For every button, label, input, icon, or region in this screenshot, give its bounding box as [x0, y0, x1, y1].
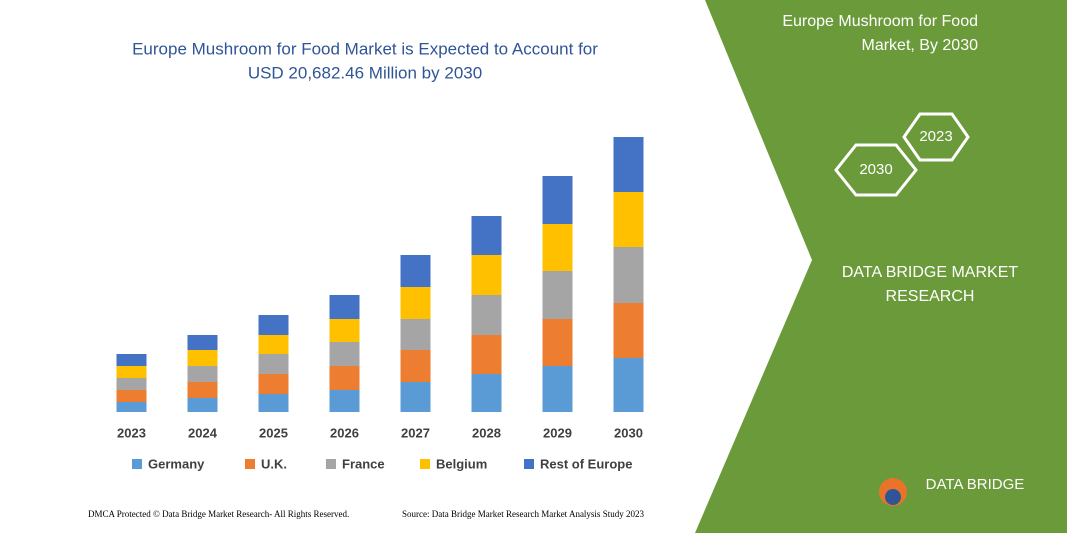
bar-segment	[258, 374, 289, 394]
bar-segment	[187, 335, 218, 350]
bar-segment	[258, 394, 289, 412]
x-tick-label: 2023	[117, 425, 146, 440]
chart-title: USD 20,682.46 Million by 2030	[248, 63, 482, 82]
bar-segment	[329, 366, 360, 390]
brand-text: DATA BRIDGE MARKET	[842, 264, 1019, 281]
bar-segment	[116, 366, 147, 378]
legend-swatch	[245, 459, 255, 469]
bar-segment	[613, 358, 644, 412]
legend-swatch	[132, 459, 142, 469]
bar-segment	[400, 255, 431, 287]
bar-segment	[542, 319, 573, 366]
panel-title: Europe Mushroom for Food	[782, 13, 978, 30]
bar-segment	[116, 378, 147, 390]
bar-segment	[613, 303, 644, 358]
bar-segment	[613, 137, 644, 192]
legend-label: France	[342, 456, 385, 471]
bar-segment	[471, 335, 502, 374]
bar-segment	[471, 255, 502, 295]
x-tick-label: 2025	[259, 425, 288, 440]
hexagon	[902, 112, 970, 162]
bar-segment	[542, 176, 573, 224]
bar-segment	[187, 350, 218, 366]
hexagon-label: 2023	[919, 128, 952, 145]
legend-swatch	[326, 459, 336, 469]
legend-label: U.K.	[261, 456, 287, 471]
bar-segment	[329, 342, 360, 366]
bar-segment	[471, 374, 502, 412]
legend-label: Rest of Europe	[540, 456, 632, 471]
bar-segment	[400, 350, 431, 382]
chart-title: Europe Mushroom for Food Market is Expec…	[132, 39, 598, 58]
x-tick-label: 2027	[401, 425, 430, 440]
footer-right: Source: Data Bridge Market Research Mark…	[402, 509, 644, 519]
bar-segment	[613, 192, 644, 247]
hexagon	[834, 143, 918, 197]
bar-segment	[116, 390, 147, 402]
logo-text: DATA BRIDGE	[926, 476, 1025, 493]
bar-segment	[329, 319, 360, 342]
bar-segment	[471, 295, 502, 335]
hexagon-label: 2030	[859, 161, 892, 178]
bar-segment	[258, 354, 289, 374]
legend-label: Belgium	[436, 456, 487, 471]
bar-segment	[471, 216, 502, 255]
x-tick-label: 2024	[188, 425, 218, 440]
brand-text: RESEARCH	[886, 288, 975, 305]
side-panel	[695, 0, 1067, 533]
bar-segment	[542, 366, 573, 412]
bar-segment	[258, 315, 289, 335]
bar-segment	[542, 224, 573, 271]
bar-segment	[116, 402, 147, 412]
bar-segment	[187, 398, 218, 412]
bar-segment	[542, 271, 573, 319]
x-tick-label: 2029	[543, 425, 572, 440]
bar-segment	[329, 295, 360, 319]
bar-segment	[116, 354, 147, 366]
bar-segment	[187, 366, 218, 382]
bar-segment	[400, 319, 431, 350]
bar-segment	[613, 247, 644, 303]
bar-segment	[329, 390, 360, 412]
legend-swatch	[420, 459, 430, 469]
legend-swatch	[524, 459, 534, 469]
bar-segment	[258, 335, 289, 354]
panel-title: Market, By 2030	[862, 37, 979, 54]
x-tick-label: 2030	[614, 425, 643, 440]
x-tick-label: 2026	[330, 425, 359, 440]
legend-label: Germany	[148, 456, 205, 471]
footer-left: DMCA Protected © Data Bridge Market Rese…	[88, 509, 349, 519]
x-tick-label: 2028	[472, 425, 501, 440]
bar-segment	[400, 287, 431, 319]
bar-segment	[187, 382, 218, 398]
logo-icon	[885, 489, 901, 505]
bar-segment	[400, 382, 431, 412]
